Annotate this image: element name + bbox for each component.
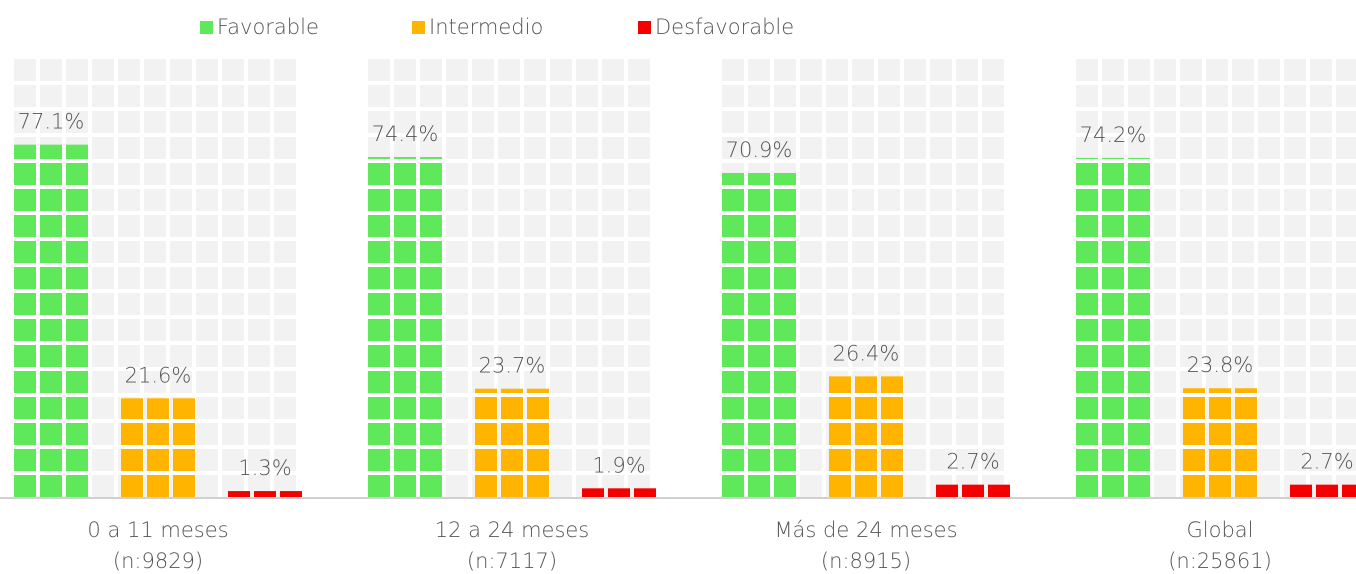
value-label: 1.3% (238, 456, 291, 480)
value-label: 23.8% (1187, 353, 1254, 377)
bar (475, 388, 549, 497)
value-label: 74.4% (372, 122, 439, 146)
bar (829, 376, 903, 497)
value-label: 21.6% (125, 363, 192, 387)
value-label: 74.2% (1080, 123, 1147, 147)
x-tick-sublabel: (n:8915) (821, 549, 911, 573)
x-tick-label: Global (1187, 518, 1254, 542)
x-tick-label: 0 a 11 meses (87, 518, 228, 542)
value-label: 1.9% (592, 453, 645, 477)
x-tick-label: Más de 24 meses (774, 518, 957, 542)
value-label: 2.7% (946, 450, 999, 474)
legend-swatch (412, 21, 425, 34)
legend-label: Intermedio (429, 15, 543, 39)
legend-swatch (200, 21, 213, 34)
bar (1290, 484, 1356, 497)
value-label: 26.4% (833, 341, 900, 365)
x-tick-label: 12 a 24 meses (435, 518, 590, 542)
value-label: 2.7% (1300, 450, 1353, 474)
x-tick-sublabel: (n:9829) (113, 549, 203, 573)
legend-label: Favorable (217, 15, 319, 39)
bar (14, 144, 88, 497)
value-label: 70.9% (726, 138, 793, 162)
x-tick-sublabel: (n:25861) (1168, 549, 1272, 573)
bar (722, 172, 796, 497)
bar (368, 156, 442, 497)
bar (1183, 388, 1257, 497)
bar (582, 488, 656, 497)
bar (228, 491, 302, 497)
legend-label: Desfavorable (655, 15, 794, 39)
x-tick-sublabel: (n:7117) (467, 549, 557, 573)
value-label: 23.7% (479, 354, 546, 378)
bar (936, 484, 1010, 497)
bar (1076, 157, 1150, 497)
value-label: 77.1% (18, 110, 85, 134)
bar (121, 398, 195, 497)
legend-swatch (638, 21, 651, 34)
